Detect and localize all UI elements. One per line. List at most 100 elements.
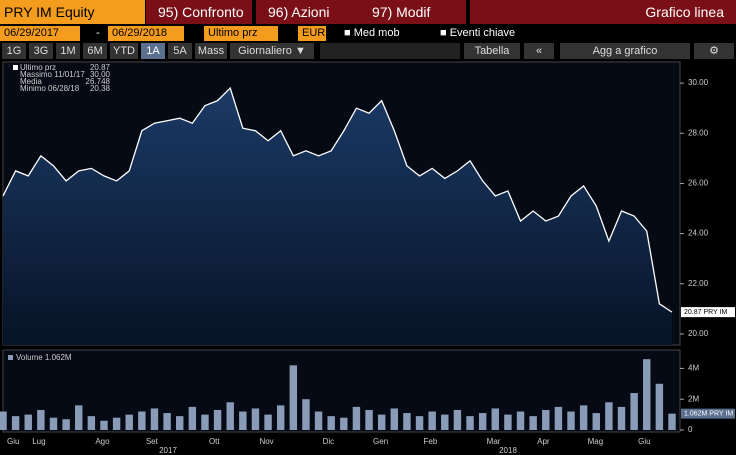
volume-bar <box>630 393 638 430</box>
volume-bar <box>264 414 272 430</box>
volume-bar <box>491 408 499 430</box>
period[interactable]: 5A <box>168 43 192 59</box>
volume-bar <box>302 399 310 430</box>
year-label: 2018 <box>499 446 517 455</box>
volume-bar <box>415 416 424 430</box>
period[interactable]: 1A <box>141 43 165 59</box>
volume-bar <box>668 413 676 430</box>
period[interactable]: 3G <box>29 43 53 59</box>
volume-bar <box>655 383 664 430</box>
option[interactable]: ■ Med mob <box>344 27 400 39</box>
legend-value: 30.00 <box>90 70 111 79</box>
volume-bar <box>466 416 474 430</box>
x-tick-label: Gen <box>373 437 388 446</box>
legend-label: Volume 1.062M <box>16 353 72 362</box>
volume-bar <box>441 414 449 430</box>
period[interactable]: YTD <box>110 43 138 59</box>
legend-label: Ultimo prz <box>20 63 56 72</box>
menu[interactable]: 95) Confronto <box>146 0 252 24</box>
x-tick-label: Giu <box>7 437 19 446</box>
frequency[interactable]: Giornaliero ▼ <box>230 43 314 59</box>
chart: 20.00 22.00 24.00 26.00 28.00 30.00 Ultimo prz… <box>0 61 735 455</box>
table-button[interactable]: Tabella <box>464 43 520 59</box>
period[interactable]: 6M <box>83 43 107 59</box>
menu[interactable]: 96) Azioni <box>256 0 362 24</box>
last-value-box <box>681 408 735 419</box>
volume-bar <box>340 417 348 430</box>
volume-bar <box>239 411 247 430</box>
volume-bar <box>643 359 651 430</box>
start-date[interactable]: 06/29/2017 <box>0 26 80 41</box>
volume-bar <box>504 414 512 430</box>
y-tick-label: 20.00 <box>688 329 709 338</box>
volume-bar <box>592 413 600 430</box>
x-tick-label: Set <box>146 437 159 446</box>
volume-bar <box>617 406 626 430</box>
y-tick-label: 0 <box>688 425 693 434</box>
settings-button[interactable]: ⚙ <box>694 43 734 59</box>
volume-bar <box>605 402 613 430</box>
volume-bar <box>176 416 184 430</box>
volume-bar <box>567 411 575 430</box>
x-tick-label: Nov <box>259 437 273 446</box>
price-line <box>2 86 673 313</box>
x-tick-label: Ott <box>209 437 220 446</box>
dash: - <box>96 27 100 39</box>
volume-bar <box>478 413 487 430</box>
x-tick-label: Dic <box>323 437 335 446</box>
volume-bar <box>289 365 298 430</box>
chart-tools[interactable] <box>320 43 460 59</box>
y-tick-label: 28.00 <box>688 128 709 137</box>
last-value-box <box>681 307 735 318</box>
volume-bar <box>100 420 108 430</box>
volume-bar <box>188 406 197 430</box>
option[interactable]: ■ Eventi chiave <box>440 27 516 39</box>
legend-label: Massimo 11/01/17 <box>20 70 85 79</box>
volume-bar <box>0 411 7 430</box>
volume-bar <box>49 417 58 430</box>
legend-value: 20.87 <box>90 63 111 72</box>
y-tick-label: 22.00 <box>688 279 709 288</box>
volume-bar <box>327 416 335 430</box>
collapse-button[interactable]: « <box>524 43 554 59</box>
currency[interactable]: EUR <box>298 26 326 41</box>
last-value-label: 20.87 PRY IM <box>684 309 727 316</box>
volume-bar <box>352 406 361 430</box>
volume-bar <box>276 405 285 430</box>
ticker[interactable]: PRY IM Equity <box>0 0 145 24</box>
volume-bar <box>403 413 411 430</box>
volume-bar <box>516 411 525 430</box>
end-date[interactable]: 06/29/2018 <box>108 26 184 41</box>
x-tick-label: Feb <box>424 437 438 446</box>
x-tick-label: Ago <box>95 437 110 446</box>
y-tick-label: 30.00 <box>688 78 709 87</box>
volume-bar <box>87 416 96 430</box>
add-button[interactable]: Agg a grafico <box>560 43 690 59</box>
volume-bar <box>75 405 83 430</box>
option-label: Med mob <box>353 27 400 39</box>
volume-bar <box>112 417 121 430</box>
field[interactable]: Ultimo prz <box>204 26 278 41</box>
period[interactable]: 1G <box>2 43 26 59</box>
volume-bar <box>529 416 537 430</box>
title: Grafico linea <box>470 0 736 24</box>
y-tick-label: 24.00 <box>688 229 709 238</box>
x-tick-label: Giu <box>638 437 650 446</box>
menu[interactable]: 97) Modif <box>360 0 466 24</box>
y-tick-label: 26.00 <box>688 179 709 188</box>
volume-bar <box>150 408 159 430</box>
legend-value: 26.748 <box>86 77 111 86</box>
legend-label: Media <box>20 77 42 86</box>
volume-bar <box>213 409 222 430</box>
volume-bar <box>377 414 386 430</box>
volume-bar <box>125 414 133 430</box>
legend-value: 20.38 <box>90 84 111 93</box>
volume-bar <box>453 409 462 430</box>
period[interactable]: 1M <box>56 43 80 59</box>
x-tick-label: Mar <box>487 437 501 446</box>
period[interactable]: Mass <box>195 43 227 59</box>
y-tick-label: 2M <box>688 394 699 403</box>
volume-bar <box>62 419 70 430</box>
volume-bar <box>542 409 550 430</box>
